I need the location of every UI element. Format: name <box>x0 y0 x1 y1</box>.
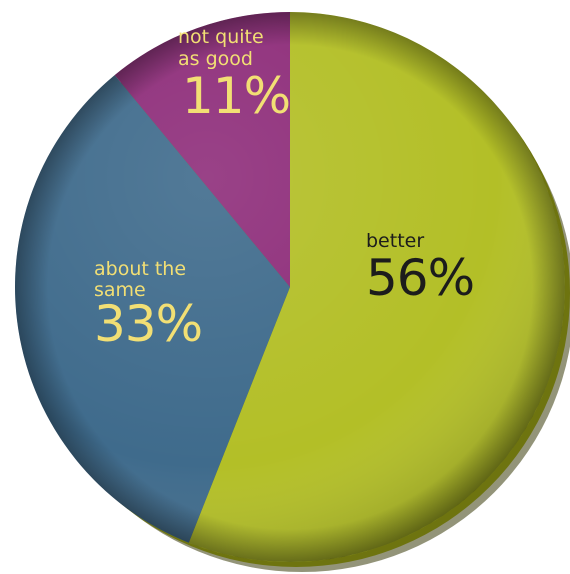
slice-category-about-the-same: about the same <box>94 258 187 301</box>
slice-value-better: 56% <box>366 249 475 307</box>
slice-label-about-the-same: about the same 33% <box>94 258 214 353</box>
slice-label-better: better 56% <box>366 230 475 307</box>
slice-value-about-the-same: 33% <box>94 295 203 353</box>
slice-category-not-quite-as-good: not quite as good <box>178 26 264 70</box>
slice-value-not-quite-as-good: 11% <box>182 67 291 125</box>
slice-label-not-quite-as-good: not quite as good 11% <box>178 26 291 125</box>
slice-category-better: better <box>366 230 425 252</box>
